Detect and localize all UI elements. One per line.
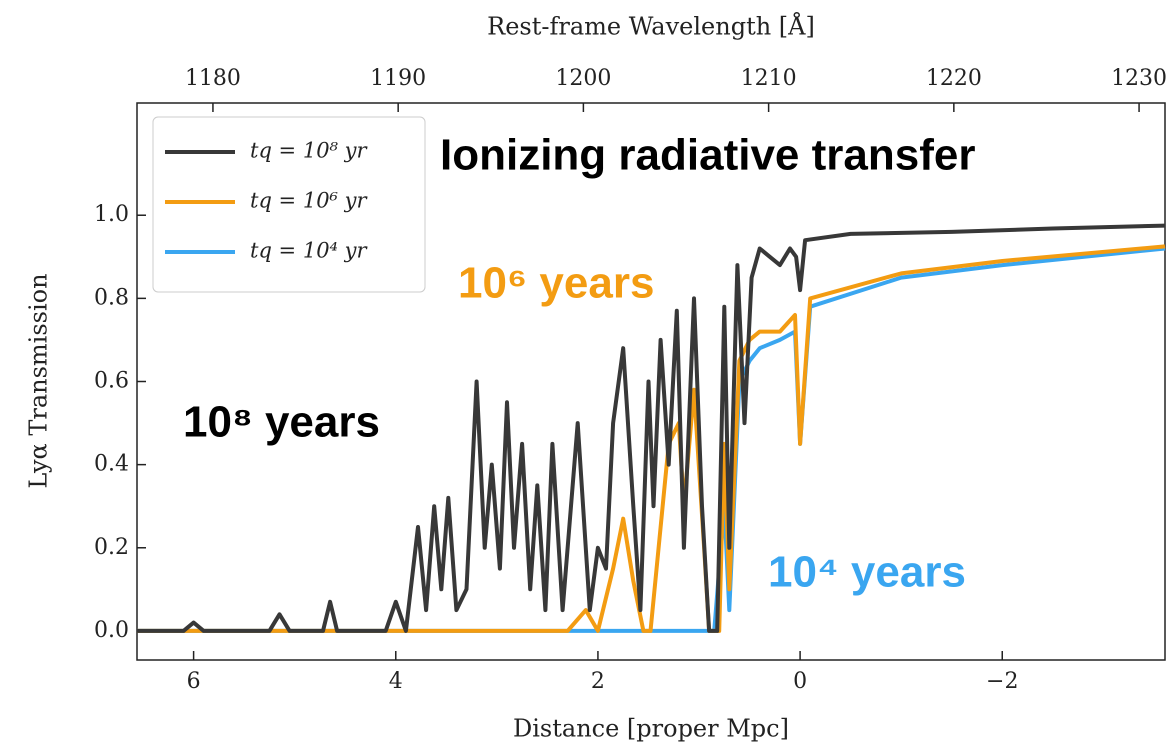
x2-tick-label: 1200 bbox=[555, 66, 611, 91]
x2-tick-label: 1230 bbox=[1111, 66, 1167, 91]
y-tick-label: 0.6 bbox=[94, 369, 129, 394]
x-tick-label: 2 bbox=[591, 669, 605, 694]
x-tick-label: 4 bbox=[389, 669, 403, 694]
y-tick-label: 0.0 bbox=[94, 618, 129, 643]
series-line bbox=[137, 223, 1166, 633]
y-tick-label: 0.8 bbox=[94, 285, 129, 310]
legend-label: tq = 10⁴ yr bbox=[250, 239, 369, 263]
y-tick-label: 1.0 bbox=[94, 202, 129, 227]
x-tick-label: 6 bbox=[187, 669, 201, 694]
annotation: 10⁴ years bbox=[768, 548, 966, 597]
annotation: 10⁸ years bbox=[183, 398, 380, 447]
x-axis-label: Distance [proper Mpc] bbox=[513, 715, 789, 743]
x2-tick-label: 1220 bbox=[926, 66, 982, 91]
x-tick-label: −2 bbox=[986, 669, 1018, 694]
y-tick-label: 0.4 bbox=[94, 452, 129, 477]
y-tick-label: 0.2 bbox=[94, 535, 129, 560]
legend-label: tq = 10⁶ yr bbox=[250, 189, 369, 213]
x2-tick-label: 1180 bbox=[185, 66, 241, 91]
legend-label: tq = 10⁸ yr bbox=[250, 139, 369, 163]
legend-box bbox=[152, 116, 426, 293]
y-axis-label: Lyα Transmission bbox=[25, 273, 53, 488]
x2-axis-label: Rest-frame Wavelength [Å] bbox=[487, 12, 815, 41]
annotation: Ionizing radiative transfer bbox=[440, 131, 975, 180]
annotation: 10⁶ years bbox=[458, 259, 654, 308]
x-tick-label: 0 bbox=[793, 669, 807, 694]
x2-tick-label: 1190 bbox=[370, 66, 426, 91]
x2-tick-label: 1210 bbox=[741, 66, 797, 91]
